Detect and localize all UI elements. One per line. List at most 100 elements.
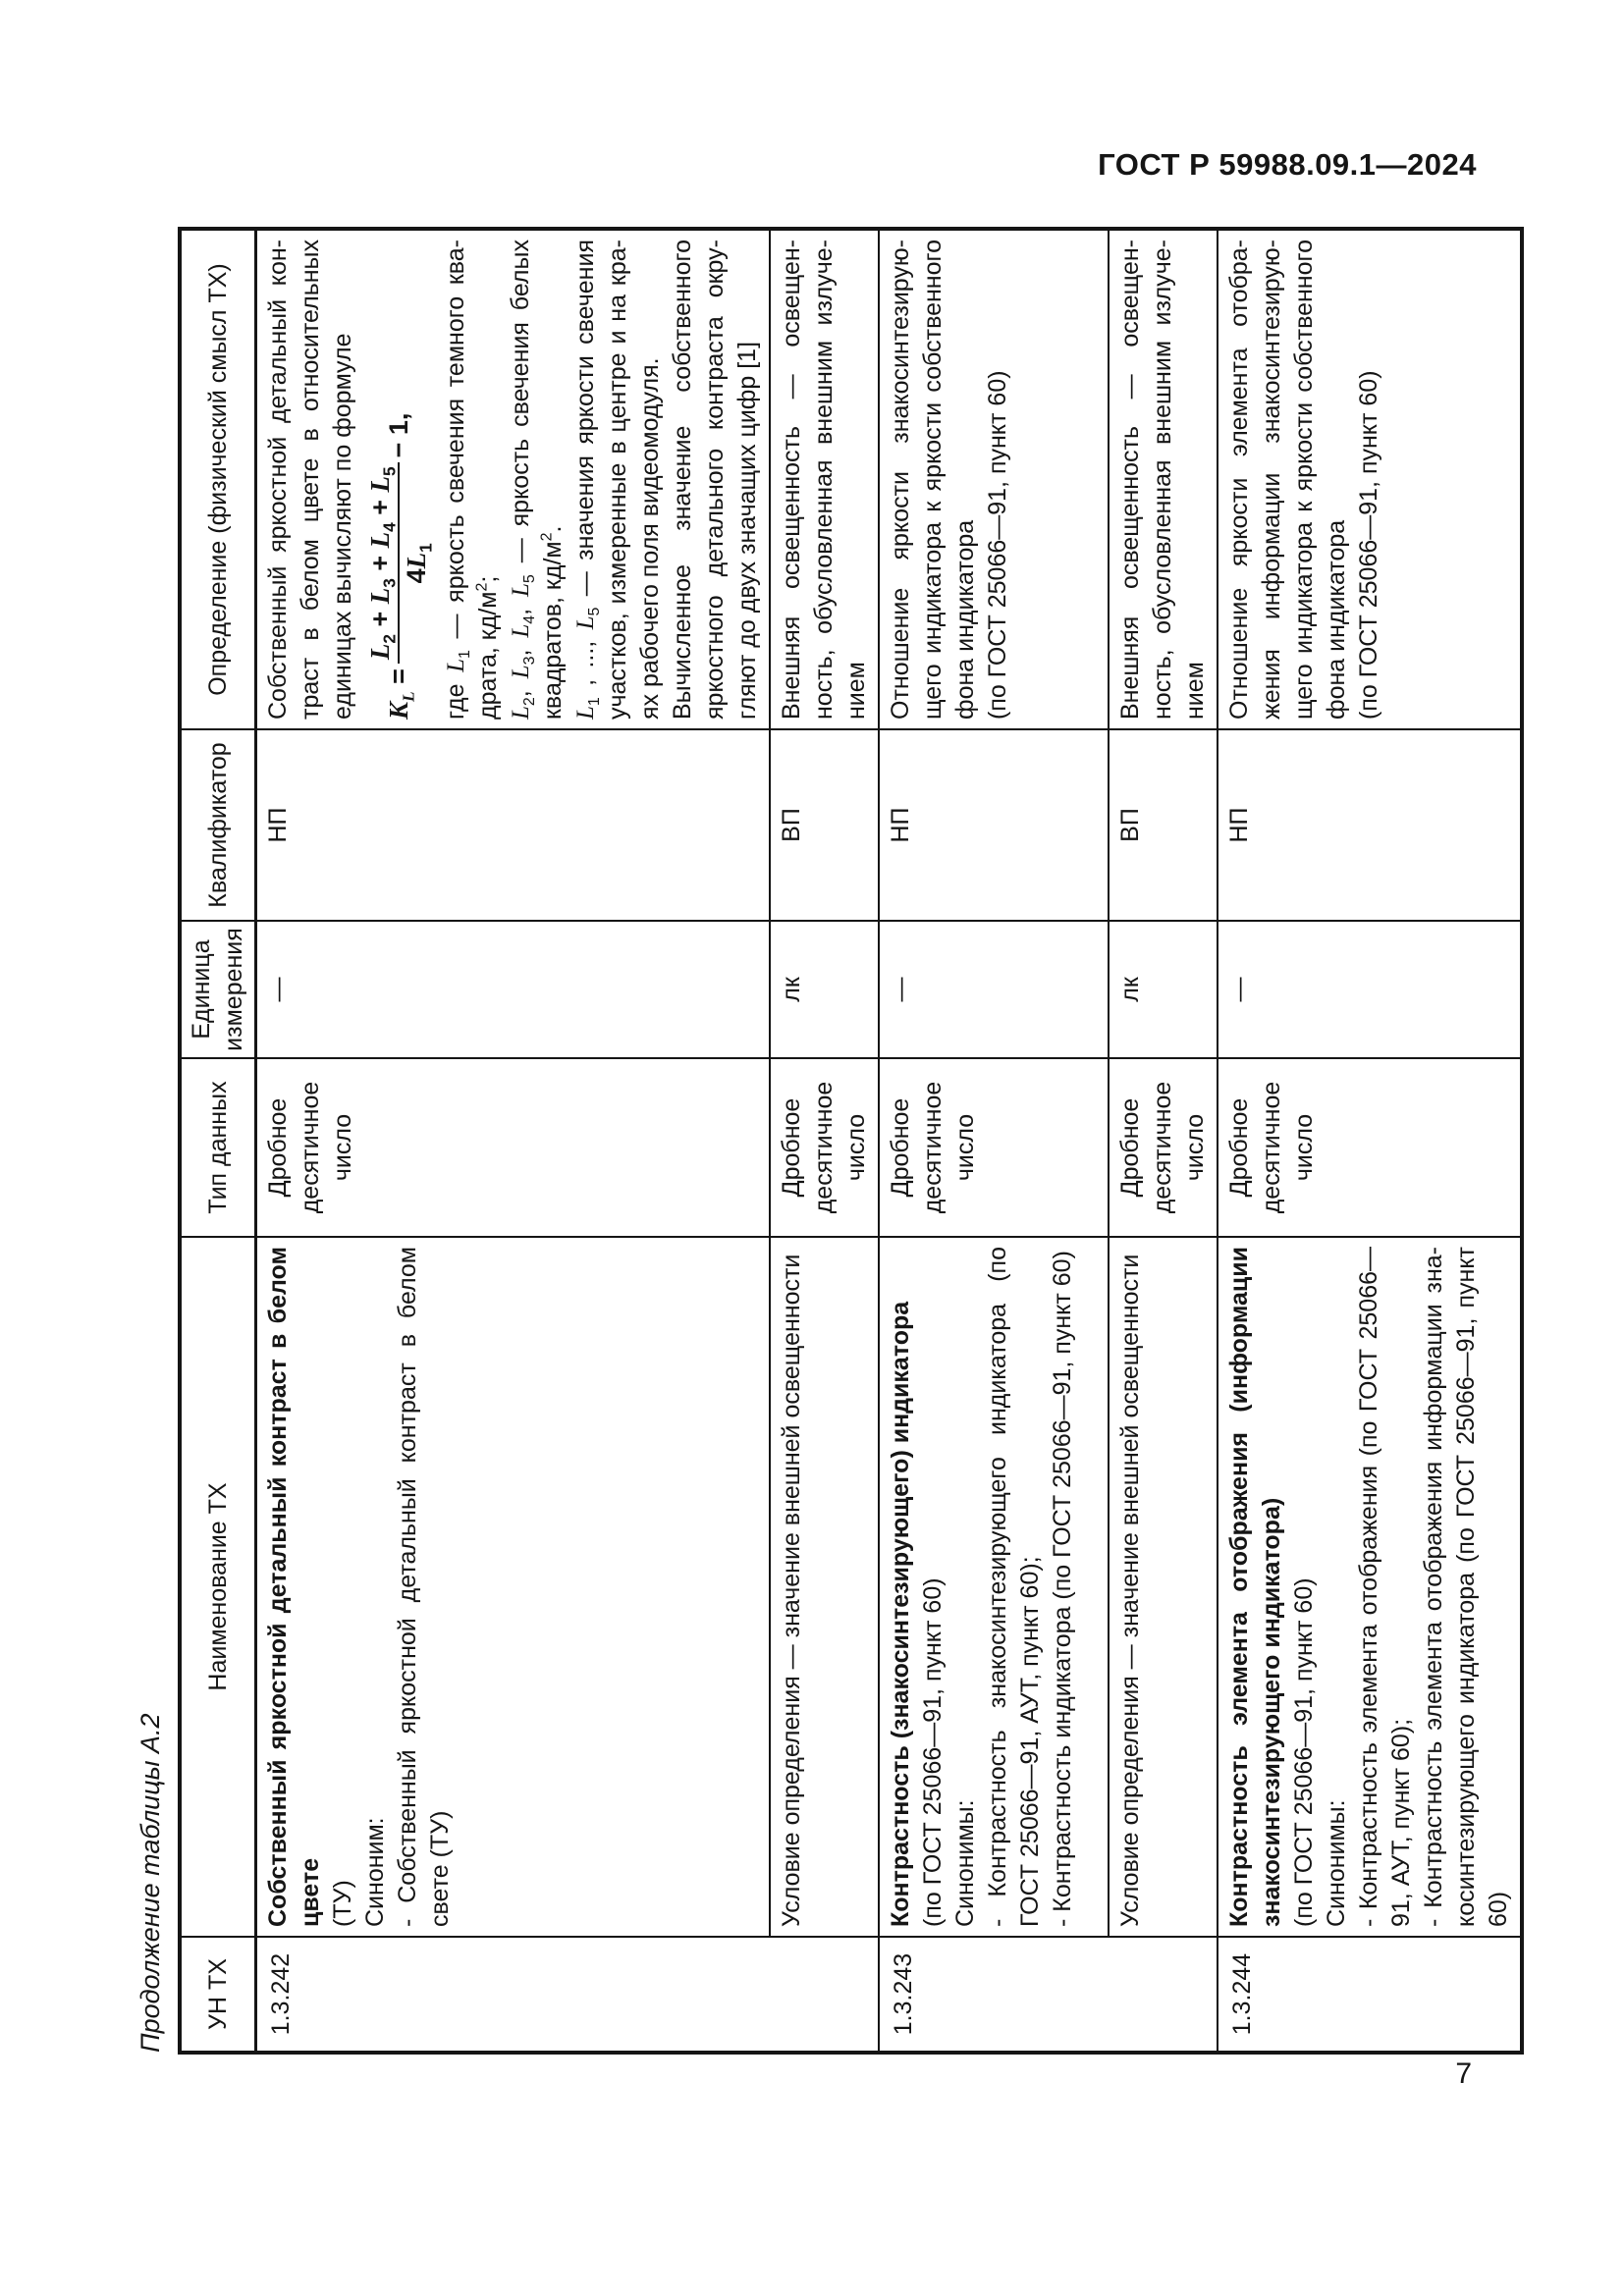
text-run: , ..., bbox=[571, 629, 600, 698]
cell-unit: лк bbox=[770, 921, 880, 1058]
paragraph: Синонимы: bbox=[949, 1247, 982, 1927]
formula-tail: − 1, bbox=[384, 413, 414, 458]
text-run: - Собственный яркостной детальный контра… bbox=[394, 1247, 454, 1927]
text-run: 1 bbox=[457, 650, 474, 659]
type-line: десятичное bbox=[919, 1081, 947, 1214]
text-run: 1 bbox=[586, 697, 604, 707]
text-run: Синонимы: bbox=[951, 1799, 980, 1927]
text-run: + bbox=[365, 492, 395, 523]
paragraph: - Контрастность индикатора (по ГОСТ 2506… bbox=[1047, 1247, 1079, 1927]
text-run: − 1, bbox=[383, 412, 413, 458]
text-run: - Контрастность знакосинтезирующего инди… bbox=[984, 1247, 1045, 1927]
column-header-unit: Единица измерения bbox=[180, 921, 256, 1058]
cell-unit: лк bbox=[1109, 921, 1218, 1058]
paragraph: Синоним: bbox=[359, 1247, 392, 1927]
paragraph: - Контрастность знакосинтезирующего инди… bbox=[982, 1247, 1047, 1927]
text-run: , bbox=[507, 596, 535, 615]
type-line: число bbox=[1181, 1113, 1210, 1182]
paragraph: - Контрастность элемента отображения (по… bbox=[1353, 1247, 1418, 1927]
text-run: 2 bbox=[473, 582, 491, 592]
cell-qual: ВП bbox=[1109, 729, 1218, 921]
cell-type: Дробное десятичное число bbox=[770, 1058, 880, 1237]
formula-lhs: KL = bbox=[383, 668, 417, 720]
text-run: L bbox=[365, 475, 395, 493]
cell-un: 1.3.243 bbox=[879, 1937, 1218, 2053]
column-header-qual: Квалификатор bbox=[180, 729, 256, 921]
text-run: 5 bbox=[521, 574, 539, 584]
table-subrow: Условие определения — значение внешней о… bbox=[1109, 229, 1218, 2053]
paragraph: (по ГОСТ 25066—91, пункт 60) bbox=[982, 240, 1014, 720]
table-head: УН ТХ Наименование ТХ Тип данных Единица из… bbox=[180, 229, 256, 2053]
text-run: 2 bbox=[521, 697, 539, 707]
cell-name: Контрастность элемента отображения (инфо… bbox=[1218, 1237, 1523, 1937]
type-line: число bbox=[951, 1113, 980, 1182]
cell-un: 1.3.244 bbox=[1218, 1937, 1523, 2053]
text-run: + bbox=[365, 548, 395, 579]
text-run: 4 bbox=[402, 568, 432, 584]
text-run: Синоним: bbox=[361, 1817, 389, 1927]
paragraph: Условие определения — значение внешней о… bbox=[776, 1247, 808, 1927]
paragraph: где L1 — яркость свечения темного ква­др… bbox=[440, 240, 505, 720]
cell-qual: НП bbox=[879, 729, 1110, 921]
paragraph: (по ГОСТ 25066—91, пункт 60) bbox=[1288, 1247, 1321, 1927]
text-run: (по ГОСТ 25066—91, пункт 60) bbox=[919, 1577, 947, 1927]
cell-qual: НП bbox=[1218, 729, 1523, 921]
text-run: L bbox=[402, 552, 432, 569]
paragraph: Внешняя освещенность — освещен­ность, об… bbox=[1114, 240, 1212, 720]
text-run: L bbox=[365, 587, 395, 605]
text-run: 1 bbox=[415, 543, 436, 553]
text-run: Собственный яркостной детальный кон­трас… bbox=[264, 240, 356, 720]
text-run: Отношение яркости знакосинтезирую­щего и… bbox=[887, 240, 980, 720]
text-run: L bbox=[508, 665, 535, 679]
cell-def: Собственный яркостной детальный кон­трас… bbox=[255, 229, 771, 729]
text-run: , bbox=[507, 678, 535, 698]
text-run: 3 bbox=[521, 656, 539, 666]
cell-def: Отношение яркости элемента отобра­жения … bbox=[1218, 229, 1523, 729]
type-line: десятичное bbox=[1258, 1081, 1286, 1214]
text-run: L bbox=[508, 623, 535, 638]
text-run: = bbox=[383, 668, 413, 692]
type-line: десятичное bbox=[297, 1081, 324, 1214]
cell-def: Отношение яркости знакосинтезирую­щего и… bbox=[879, 229, 1110, 729]
cell-unit: — bbox=[255, 921, 771, 1058]
cell-def: Внешняя освещенность — освещен­ность, об… bbox=[1109, 229, 1218, 729]
text-run: где bbox=[442, 671, 470, 721]
paragraph: Условие определения — значение внешней о… bbox=[1114, 1247, 1147, 1927]
formula-denominator: 4L1 bbox=[400, 543, 436, 584]
text-run: (ТУ) bbox=[329, 1880, 356, 1927]
type-line: Дробное bbox=[1116, 1097, 1145, 1198]
text-run: Контрастность (знакосинтезирующего) инди… bbox=[887, 1301, 915, 1927]
paragraph: Синонимы: bbox=[1321, 1247, 1353, 1927]
type-line: Дробное bbox=[778, 1097, 806, 1198]
column-header-name: Наименование ТХ bbox=[180, 1237, 256, 1937]
contrast-formula: KL = L2 + L3 + L4 + L5 4L1 − 1, bbox=[365, 240, 436, 720]
paragraph: Собственный яркостной детальный контраст… bbox=[262, 1247, 327, 1927]
text-run: - Контрастность элемента отображения инф… bbox=[1420, 1247, 1513, 1927]
text-run: L bbox=[508, 706, 535, 720]
text-run: 5 bbox=[379, 466, 400, 476]
cell-qual: НП bbox=[255, 729, 771, 921]
type-line: десятичное bbox=[1149, 1081, 1177, 1214]
text-run: - Контрастность индикатора (по ГОСТ 2506… bbox=[1049, 1251, 1077, 1927]
type-line: десятичное bbox=[810, 1081, 839, 1214]
text-run: Отношение яркости элемента отобра­жения … bbox=[1225, 240, 1351, 720]
formula-fraction: L2 + L3 + L4 + L5 4L1 bbox=[365, 462, 436, 665]
paragraph: Вычисленное значение собственного яркост… bbox=[667, 240, 764, 720]
text-run: + bbox=[365, 604, 395, 635]
cell-unit: — bbox=[879, 921, 1110, 1058]
text-run: Внешняя освещенность — освещен­ность, об… bbox=[1116, 240, 1210, 720]
table-caption: Продолжение таблицы А.2 bbox=[135, 1713, 165, 2053]
cell-qual: ВП bbox=[770, 729, 880, 921]
column-header-un: УН ТХ bbox=[180, 1937, 256, 2053]
cell-type: Дробное десятичное число bbox=[879, 1058, 1110, 1237]
text-run: ; bbox=[474, 575, 503, 583]
document-standard-number: ГОСТ Р 59988.09.1—2024 bbox=[1098, 147, 1477, 182]
text-run: 5 bbox=[586, 607, 604, 616]
paragraph: - Собственный яркостной детальный контра… bbox=[392, 1247, 457, 1927]
type-line: Дробное bbox=[1225, 1097, 1254, 1198]
paragraph: L1 , ..., L5 — значения яркости свечения… bbox=[569, 240, 667, 720]
table-row: 1.3.242 Собственный яркостной детальный к… bbox=[255, 229, 880, 2053]
cell-un: 1.3.242 bbox=[255, 1937, 880, 2053]
paragraph: Контрастность элемента отображения (инфо… bbox=[1223, 1247, 1288, 1927]
paragraph: Отношение яркости знакосинтезирую­щего и… bbox=[885, 240, 982, 720]
